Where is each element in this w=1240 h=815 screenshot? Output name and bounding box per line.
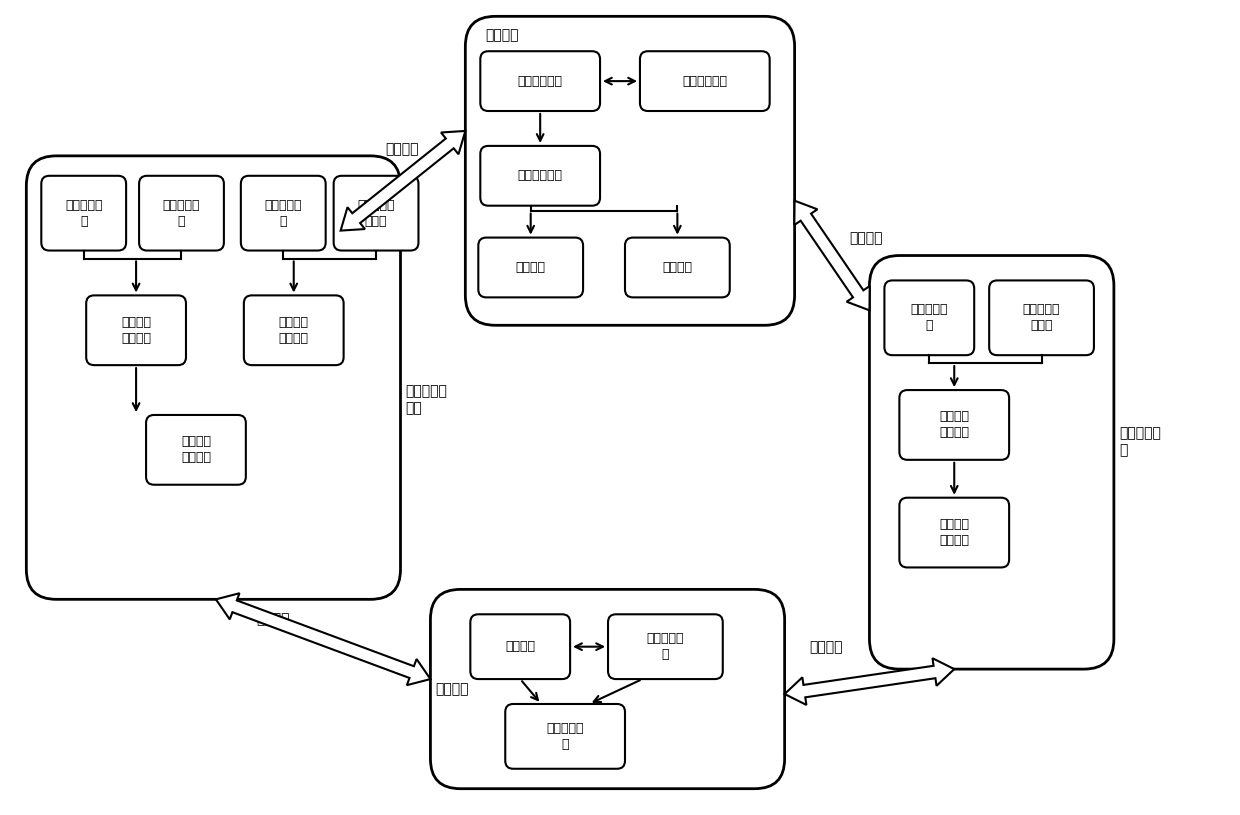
Text: 车载主控模块: 车载主控模块 <box>517 75 563 88</box>
FancyBboxPatch shape <box>26 156 401 599</box>
FancyBboxPatch shape <box>430 589 785 789</box>
Text: 匝道口路侧
设备: 匝道口路侧 设备 <box>405 384 448 416</box>
Text: 无线通信: 无线通信 <box>849 231 883 245</box>
Text: 无线通信: 无线通信 <box>810 640 843 654</box>
FancyBboxPatch shape <box>139 176 224 250</box>
Text: 车载设备: 车载设备 <box>485 29 518 42</box>
Polygon shape <box>795 200 869 311</box>
FancyBboxPatch shape <box>480 146 600 205</box>
Text: 匝道车辆
监测模块: 匝道车辆 监测模块 <box>279 315 309 345</box>
Text: 无线通信: 无线通信 <box>255 612 289 626</box>
Text: 车速测量模
块: 车速测量模 块 <box>64 199 103 227</box>
FancyBboxPatch shape <box>41 176 126 250</box>
FancyBboxPatch shape <box>884 280 975 355</box>
FancyBboxPatch shape <box>334 176 418 250</box>
FancyBboxPatch shape <box>241 176 326 250</box>
Text: 显示模块: 显示模块 <box>516 261 546 274</box>
Polygon shape <box>341 131 465 231</box>
Text: 无线通信: 无线通信 <box>386 142 419 156</box>
Polygon shape <box>785 659 955 705</box>
Text: 车载提示模块: 车载提示模块 <box>517 170 563 183</box>
FancyBboxPatch shape <box>608 615 723 679</box>
Polygon shape <box>216 593 430 685</box>
Text: 主线车流
监测模块: 主线车流 监测模块 <box>939 411 970 439</box>
Text: 存储模块: 存储模块 <box>505 640 536 653</box>
Text: 无线通信
模块模块: 无线通信 模块模块 <box>181 435 211 465</box>
Text: 无线通信模块: 无线通信模块 <box>682 75 728 88</box>
Text: 无线通信
模块模块: 无线通信 模块模块 <box>939 518 970 547</box>
FancyBboxPatch shape <box>146 415 246 485</box>
FancyBboxPatch shape <box>479 238 583 297</box>
FancyBboxPatch shape <box>899 390 1009 460</box>
FancyBboxPatch shape <box>465 16 795 325</box>
Text: 车辆位置测
量模块: 车辆位置测 量模块 <box>1023 303 1060 333</box>
FancyBboxPatch shape <box>899 498 1009 567</box>
FancyBboxPatch shape <box>990 280 1094 355</box>
FancyBboxPatch shape <box>87 295 186 365</box>
Text: 车速测量模
块: 车速测量模 块 <box>264 199 303 227</box>
Text: 主线车流
监测模块: 主线车流 监测模块 <box>122 315 151 345</box>
Text: 车辆位置置
量模块: 车辆位置置 量模块 <box>357 199 394 227</box>
FancyBboxPatch shape <box>244 295 343 365</box>
FancyBboxPatch shape <box>480 51 600 111</box>
Text: 监控中心: 监控中心 <box>435 682 469 696</box>
FancyBboxPatch shape <box>869 256 1114 669</box>
Text: 车速测量模
块: 车速测量模 块 <box>910 303 949 333</box>
FancyBboxPatch shape <box>640 51 770 111</box>
Text: 中央决策模
块: 中央决策模 块 <box>547 722 584 751</box>
FancyBboxPatch shape <box>470 615 570 679</box>
Text: 沿线路侧设
备: 沿线路侧设 备 <box>1118 426 1161 457</box>
FancyBboxPatch shape <box>505 704 625 769</box>
Text: 无线通信模
块: 无线通信模 块 <box>646 632 684 661</box>
FancyBboxPatch shape <box>625 238 730 297</box>
Text: 语音模块: 语音模块 <box>662 261 692 274</box>
Text: 车辆位置模
块: 车辆位置模 块 <box>162 199 200 227</box>
